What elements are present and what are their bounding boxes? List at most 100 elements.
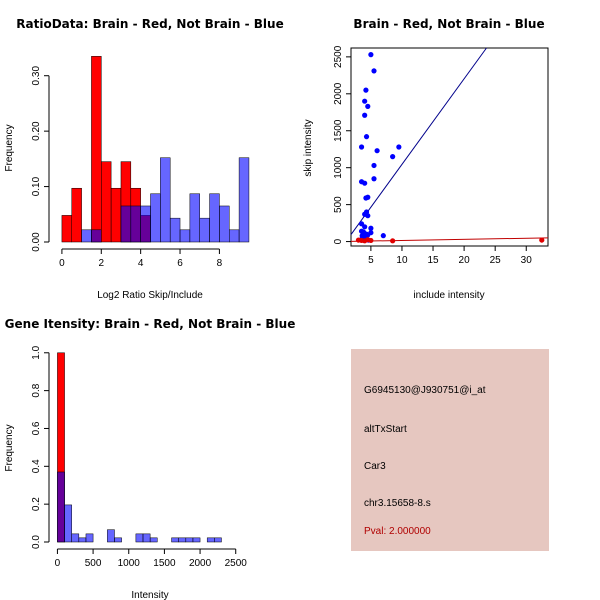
gene-x-tick-label: 1500 [153,558,176,569]
gene-intensity-histogram: Gene Itensity: Brain - Red, Not Brain - … [4,317,295,600]
scatter-x-tick-label: 15 [427,255,439,266]
gene-intensity-ylabel: Frequency [4,424,15,471]
gene-bar-not-brain-15 [214,537,222,543]
ratio-bar-brain-0 [61,215,72,243]
scatter-x-tick-label: 10 [396,255,408,266]
ratio-bar-not-brain-12 [219,205,230,243]
ratio-bar-not-brain-11 [209,193,220,243]
gene-bar-not-brain-12 [185,537,194,543]
scatter-point-brain [368,237,374,244]
gene-bar-not-brain-5 [107,529,115,543]
ratio-x-tick-label: 6 [177,258,183,269]
scatter-point-not-brain [358,144,365,150]
probe-id: G6945130@J930751@i_at [364,385,486,396]
scatter-x-tick-label: 25 [490,255,502,266]
scatter-point-not-brain [374,148,380,154]
gene-y-tick-label: 1.0 [31,345,42,359]
gene-bar-not-brain-2 [71,533,80,543]
ratio-bar-not-brain-3 [130,205,141,243]
scatter-x-tick-label: 20 [459,255,471,266]
scatter-point-not-brain [368,230,374,236]
ratio-x-tick-label: 8 [217,258,223,269]
gene-name: Car3 [364,461,386,472]
scatter-x-tick-label: 5 [368,255,374,266]
gene-y-tick-label: 0.0 [31,535,42,549]
p-value: Pval: 2.000000 [364,526,431,537]
scatter-point-not-brain [365,213,371,219]
probe-info-panel: G6945130@J930751@i_at altTxStart Car3 ch… [351,349,549,551]
ratio-bar-not-brain-2 [120,205,132,243]
scatter-point-not-brain [396,144,402,150]
scatter-point-not-brain [363,134,370,140]
scatter-y-tick-label: 2500 [333,45,344,68]
scatter-point-not-brain [365,103,371,109]
ratio-bar-not-brain-9 [189,193,200,243]
ratio-histogram-ylabel: Frequency [4,124,15,171]
intensity-scatter-title: Brain - Red, Not Brain - Blue [353,17,544,31]
gene-bar-not-brain-7 [135,533,144,543]
scatter-point-not-brain [362,98,368,104]
scatter-point-not-brain [362,180,368,186]
ratio-bar-not-brain-4 [140,205,151,243]
scatter-point-not-brain [362,112,368,118]
ratio-bar-not-brain-7 [169,217,181,243]
gene-bar-not-brain-11 [178,537,187,543]
gene-bar-not-brain-3 [78,537,87,543]
gene-bar-not-brain-10 [171,537,179,543]
scatter-point-not-brain [380,233,386,239]
scatter-point-brain [390,238,396,244]
scatter-plot-box [350,47,549,247]
ratio-histogram: RatioData: Brain - Red, Not Brain - Blue… [4,17,284,301]
ratio-x-tick-label: 2 [99,258,105,269]
gene-x-tick-label: 500 [85,558,102,569]
scatter-x-tick-label: 30 [521,255,533,266]
gene-bar-not-brain-13 [192,537,201,543]
gene-y-tick-label: 0.2 [31,497,42,511]
gene-x-tick-label: 0 [55,558,61,569]
genomic-location: chr3.15658-8.s [364,498,431,509]
gene-x-tick-label: 1000 [118,558,141,569]
ratio-bar-not-brain-14 [238,157,250,243]
ratio-bar-brain-3 [101,161,112,243]
scatter-point-not-brain [368,225,374,231]
ratio-bar-brain-4 [110,187,122,243]
ratio-bar-not-brain-10 [199,217,210,243]
scatter-point-not-brain [371,68,377,74]
scatter-point-not-brain [363,195,369,201]
gene-bar-not-brain-14 [206,537,215,543]
gene-bar-not-brain-1 [64,504,72,543]
ratio-bar-not-brain-6 [160,157,171,243]
intensity-scatter: Brain - Red, Not Brain - Blue 5 10 15 20 25 3… [303,17,549,301]
scatter-point-not-brain [390,154,396,160]
ratio-bar-not-brain-1 [91,229,102,243]
scatter-y-tick-label: 2000 [333,82,344,105]
gene-intensity-xlabel: Intensity [131,590,168,600]
scatter-y-tick-label: 1000 [333,156,344,179]
ratio-bar-brain-1 [71,187,82,243]
brain-fit-line [350,237,549,242]
gene-bar-not-brain-4 [85,533,94,543]
ratio-histogram-title: RatioData: Brain - Red, Not Brain - Blue [16,17,283,31]
ratio-y-tick-label: 0.10 [31,176,42,196]
gene-intensity-title: Gene Itensity: Brain - Red, Not Brain - … [5,317,296,331]
scatter-y-tick-label: 1500 [333,119,344,142]
gene-bar-not-brain-6 [114,537,122,543]
gene-y-tick-label: 0.6 [31,421,42,435]
gene-x-tick-label: 2500 [225,558,248,569]
gene-bar-not-brain-9 [149,537,158,543]
ratio-y-tick-label: 0.30 [31,66,42,86]
scatter-point-not-brain [368,52,374,58]
gene-bar-not-brain-8 [142,533,151,543]
scatter-y-tick-label: 500 [333,196,344,213]
ratio-histogram-xlabel: Log2 Ratio Skip/Include [97,290,203,301]
ratio-x-tick-label: 4 [138,258,144,269]
gene-y-tick-label: 0.8 [31,383,42,397]
ratio-bar-not-brain-5 [150,193,161,243]
ratio-y-tick-label: 0.20 [31,121,42,141]
event-type: altTxStart [364,424,407,435]
ratio-bar-not-brain-13 [229,229,240,243]
ratio-y-tick-label: 0.00 [31,232,42,252]
gene-x-tick-label: 2000 [189,558,212,569]
ratio-x-tick-label: 0 [59,258,65,269]
